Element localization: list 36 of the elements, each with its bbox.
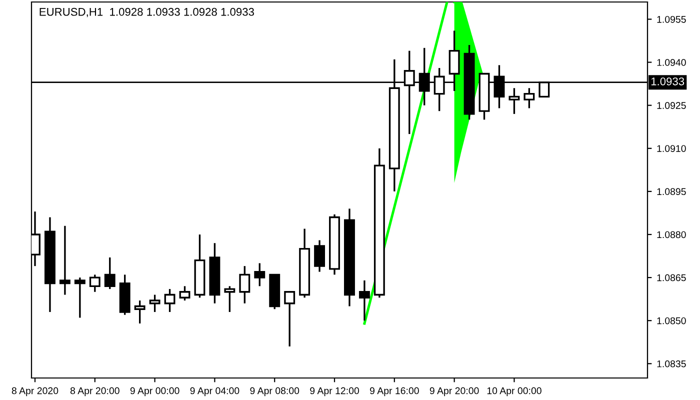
x-tick-label: 8 Apr 20:00	[70, 387, 120, 396]
candlestick	[239, 265, 250, 304]
candlestick	[104, 256, 116, 290]
y-tick-label: 1.0850	[657, 317, 686, 324]
y-tick-label: 1.0865	[657, 274, 686, 282]
y-tick-label: 1.0895	[657, 188, 686, 196]
candlestick	[254, 262, 266, 287]
x-tick-label: 9 Apr 04:00	[190, 387, 240, 396]
chart-title: EURUSD,H1 1.0928 1.0933 1.0928 1.0933	[40, 8, 254, 18]
candlestick	[284, 291, 296, 348]
candlestick	[59, 225, 70, 296]
candlestick	[149, 294, 160, 313]
x-tick-label: 9 Apr 08:00	[250, 387, 300, 396]
y-tick-label: 1.0940	[657, 59, 686, 66]
candlestick	[224, 285, 236, 313]
y-tick-label: 1.0925	[657, 102, 686, 109]
y-tick-label: 1.0955	[657, 16, 686, 23]
candlestick	[508, 87, 520, 115]
candlestick	[89, 274, 100, 293]
x-tick-label: 9 Apr 20:00	[430, 387, 479, 396]
candlestick	[524, 87, 535, 110]
candlestick	[179, 285, 190, 302]
ref-line-label: 1.0933	[651, 77, 684, 86]
candlestick	[134, 300, 146, 324]
x-tick-label: 10 Apr 00:00	[487, 387, 542, 396]
candlestick	[74, 276, 86, 319]
candlestick	[314, 239, 326, 273]
candlestick	[358, 280, 370, 322]
y-tick-label: 1.0835	[657, 360, 686, 368]
x-tick-label: 9 Apr 12:00	[310, 387, 359, 396]
y-tick-label: 1.0910	[657, 145, 686, 152]
candlestick	[164, 288, 176, 313]
y-tick-label: 1.0880	[657, 231, 686, 238]
x-tick-label: 9 Apr 16:00	[370, 387, 419, 396]
x-tick-label: 8 Apr 2020	[12, 387, 58, 396]
x-tick-label: 9 Apr 00:00	[130, 387, 180, 396]
